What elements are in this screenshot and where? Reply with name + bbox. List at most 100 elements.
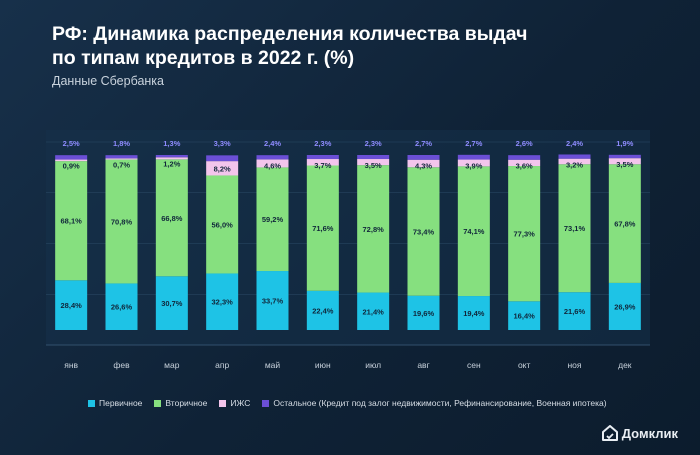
- legend-item-izhs: ИЖС: [219, 398, 250, 408]
- label-primary: 21,6%: [564, 307, 586, 316]
- label-secondary: 77,3%: [514, 230, 536, 239]
- label-other: 2,7%: [465, 139, 482, 148]
- label-secondary: 70,8%: [111, 218, 133, 227]
- label-izhs: 0,9%: [63, 162, 80, 171]
- legend-item-secondary: Вторичное: [154, 398, 207, 408]
- bar-segment-0-ноя: [558, 292, 591, 330]
- legend-label-secondary: Вторичное: [165, 398, 208, 408]
- x-tick-label: сен: [467, 360, 481, 370]
- x-tick-label: авг: [417, 360, 429, 370]
- label-izhs: 3,2%: [566, 161, 583, 170]
- chart-title: РФ: Динамика распределения количества вы…: [52, 22, 612, 70]
- label-other: 1,9%: [616, 139, 633, 148]
- label-izhs: 3,7%: [314, 161, 331, 170]
- label-other: 2,7%: [415, 139, 432, 148]
- bar-segment-1-апр: [206, 175, 239, 274]
- bar-segment-2-май: [256, 159, 289, 168]
- legend: Первичное Вторичное ИЖС Остальное (Креди…: [88, 398, 619, 408]
- label-other: 2,4%: [264, 139, 281, 148]
- bar-segment-1-фев: [105, 159, 138, 284]
- logo-text: Домклик: [621, 425, 678, 441]
- label-secondary: 73,1%: [564, 224, 586, 233]
- legend-swatch-other: [262, 399, 270, 407]
- bar-segment-0-янв: [55, 280, 88, 330]
- label-secondary: 71,6%: [312, 224, 334, 233]
- label-izhs: 3,9%: [465, 162, 482, 171]
- bar-segment-1-дек: [608, 164, 641, 283]
- bar-segment-0-июл: [357, 292, 390, 330]
- bar-segment-0-окт: [508, 301, 541, 330]
- label-izhs: 3,5%: [616, 160, 633, 169]
- label-primary: 19,4%: [463, 309, 485, 318]
- bar-segment-0-мар: [155, 276, 188, 330]
- title-line-1: РФ: Динамика распределения количества вы…: [52, 23, 528, 45]
- label-izhs: 4,3%: [415, 162, 432, 171]
- bar-segment-2-сен: [457, 159, 490, 167]
- chart-subtitle: Данные Сбербанка: [52, 74, 165, 88]
- bar-segment-0-дек: [608, 282, 641, 330]
- label-other: 2,4%: [566, 139, 583, 148]
- domclick-logo: Домклик: [601, 425, 678, 441]
- label-izhs: 4,6%: [264, 161, 281, 170]
- legend-label-primary: Первичное: [99, 398, 143, 408]
- label-primary: 32,3%: [212, 298, 234, 307]
- bar-segment-3-сен: [457, 154, 490, 160]
- label-secondary: 73,4%: [413, 227, 435, 236]
- bar-segment-2-окт: [508, 159, 541, 167]
- bar-segment-0-сен: [457, 296, 490, 330]
- bar-segment-3-ноя: [558, 154, 591, 159]
- bar-segment-2-авг: [407, 159, 440, 168]
- label-primary: 26,9%: [614, 302, 636, 311]
- bar-segment-2-дек: [608, 158, 641, 165]
- bar-segment-0-фев: [105, 283, 138, 330]
- bar-segment-3-июн: [306, 155, 339, 160]
- x-tick-label: окт: [518, 360, 531, 370]
- legend-swatch-secondary: [154, 399, 162, 407]
- label-primary: 30,7%: [161, 299, 183, 308]
- legend-swatch-primary: [88, 399, 95, 407]
- legend-item-other: Остальное (Кредит под залог недвижимости…: [262, 398, 607, 408]
- label-izhs: 3,6%: [516, 162, 533, 171]
- bar-segment-3-фев: [105, 155, 138, 159]
- label-secondary: 67,8%: [614, 220, 636, 229]
- label-secondary: 66,8%: [161, 214, 183, 223]
- label-izhs: 3,5%: [365, 161, 382, 170]
- x-tick-label: янв: [64, 360, 78, 370]
- label-izhs: 8,2%: [214, 164, 231, 173]
- x-tick-label: фев: [113, 360, 130, 370]
- label-other: 1,8%: [113, 139, 130, 148]
- label-other: 2,3%: [365, 139, 382, 148]
- legend-item-primary: Первичное: [88, 398, 142, 408]
- label-secondary: 74,1%: [463, 227, 485, 236]
- bar-segment-2-апр: [206, 161, 239, 176]
- bar-segment-2-мар: [155, 157, 188, 160]
- x-tick-label: мар: [164, 360, 180, 370]
- label-primary: 26,6%: [111, 303, 133, 312]
- label-secondary: 56,0%: [212, 220, 234, 229]
- title-line-2: по типам кредитов в 2022 г. (%): [52, 47, 355, 69]
- x-tick-label: апр: [215, 360, 229, 370]
- bar-segment-2-янв: [55, 159, 88, 162]
- bar-segment-0-авг: [407, 295, 440, 330]
- label-secondary: 59,2%: [262, 215, 284, 224]
- label-other: 2,6%: [516, 139, 533, 148]
- label-other: 2,3%: [314, 139, 331, 148]
- bar-segment-3-май: [256, 155, 289, 160]
- house-icon: [601, 425, 618, 441]
- x-tick-label: май: [265, 360, 281, 370]
- bar-segment-3-авг: [407, 155, 440, 160]
- bar-segment-3-янв: [55, 155, 88, 160]
- legend-label-izhs: ИЖС: [230, 398, 251, 408]
- bar-segment-0-июн: [306, 290, 339, 330]
- bar-segment-2-фев: [105, 158, 138, 160]
- x-tick-label: июл: [365, 360, 381, 370]
- x-tick-label: июн: [315, 360, 331, 370]
- label-izhs: 1,2%: [163, 159, 180, 168]
- legend-label-other: Остальное (Кредит под залог недвижимости…: [273, 398, 607, 408]
- label-primary: 33,7%: [262, 297, 284, 306]
- legend-swatch-izhs: [219, 399, 227, 407]
- label-secondary: 72,8%: [363, 225, 385, 234]
- bar-segment-1-июл: [357, 165, 390, 293]
- bar-segment-2-июн: [306, 159, 339, 166]
